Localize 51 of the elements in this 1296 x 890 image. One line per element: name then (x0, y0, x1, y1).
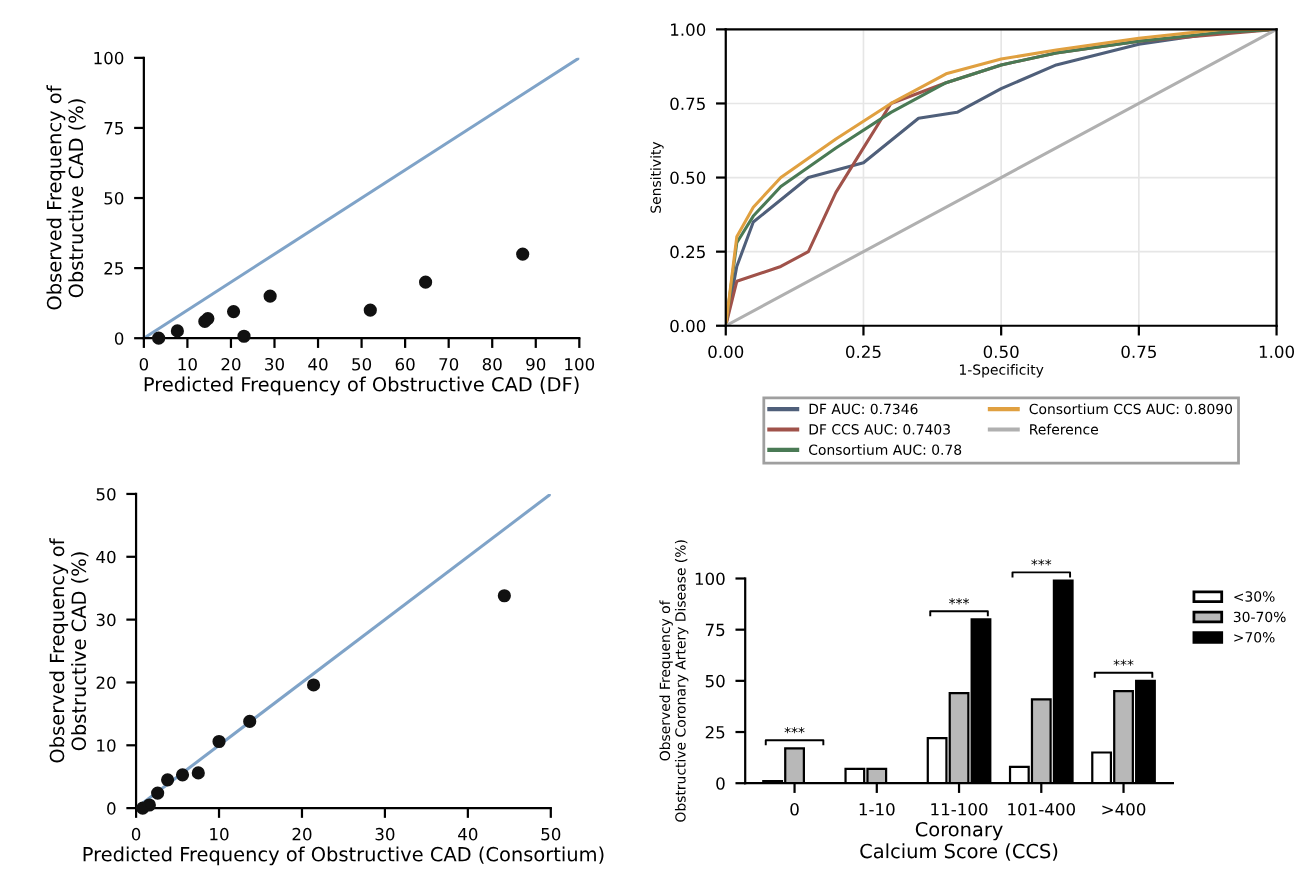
y-tick-label: 50 (96, 487, 116, 501)
x-axis-title: Coronary Calcium Score (CCS) (860, 821, 1058, 861)
x-tick-label: 20 (221, 357, 241, 371)
x-tick-label: 50 (352, 357, 372, 371)
x-tick-label: 10 (210, 827, 229, 841)
x-tick-label: 60 (395, 357, 415, 371)
x-tick-label: 1-10 (859, 802, 895, 816)
x-tick-label: 0.25 (846, 345, 881, 359)
x-tick-label: 0.50 (983, 345, 1019, 359)
y-tick-label: 0.00 (670, 319, 706, 333)
y-tick-label: 100 (695, 572, 725, 586)
x-tick-label: 50 (541, 827, 561, 841)
x-tick-label: 40 (308, 357, 328, 371)
y-tick-label: 50 (705, 674, 725, 688)
x-tick-label: 30 (265, 357, 284, 371)
x-tick-label: 100 (565, 357, 595, 371)
x-tick-label: 11-100 (931, 802, 988, 816)
y-axis-title: Observed Frequency of Obstructive CAD (%) (49, 538, 89, 763)
x-tick-label: 80 (482, 357, 502, 371)
y-tick-label: 100 (94, 51, 124, 65)
x-tick-label: >400 (1102, 802, 1146, 816)
x-tick-label: 10 (178, 357, 197, 371)
y-tick-label: 0.75 (670, 97, 705, 111)
y-tick-label: 10 (97, 739, 116, 752)
x-axis-title: Predicted Frequency of Obstructive CAD (DF) (144, 376, 579, 396)
x-tick-label: 70 (439, 357, 459, 371)
y-tick-label: 0.25 (670, 245, 705, 259)
x-tick-label: 90 (526, 357, 546, 371)
y-tick-label: 0 (716, 777, 725, 790)
x-tick-label: 0 (139, 357, 149, 371)
y-tick-label: 40 (96, 550, 116, 564)
y-tick-label: 1.00 (671, 23, 706, 36)
y-tick-label: 0 (114, 332, 124, 345)
y-tick-label: 20 (96, 676, 116, 690)
x-tick-label: 0.75 (1121, 345, 1156, 359)
y-tick-label: 50 (104, 191, 124, 205)
y-tick-label: 25 (705, 725, 725, 739)
x-tick-label: 0 (131, 827, 141, 841)
y-tick-label: 30 (96, 613, 116, 627)
x-tick-label: 20 (292, 827, 312, 841)
y-tick-label: 25 (104, 262, 123, 275)
x-tick-label: 30 (375, 827, 395, 841)
x-tick-label: 0 (790, 802, 799, 816)
y-tick-label: 75 (705, 623, 725, 637)
x-tick-label: 40 (458, 827, 478, 841)
x-tick-label: 1.00 (1259, 345, 1295, 359)
y-tick-label: 75 (104, 122, 123, 135)
y-tick-label: 0.50 (670, 171, 706, 185)
x-tick-label: 101-400 (1008, 802, 1075, 816)
y-axis-title: Observed Frequency of Obstructive CAD (%) (46, 85, 86, 310)
x-axis-title: Predicted Frequency of Obstructive CAD (Consortium) (83, 846, 604, 866)
